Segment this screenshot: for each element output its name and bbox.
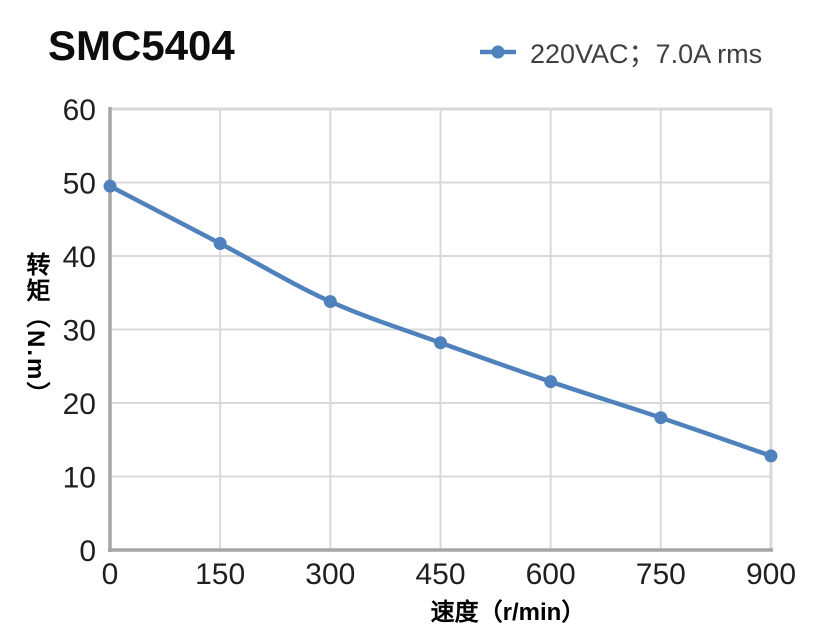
legend-label: 220VAC；7.0A rms — [530, 39, 763, 69]
x-axis-title: 速度（r/min） — [430, 599, 586, 626]
y-tick-label: 60 — [63, 94, 96, 127]
legend: 220VAC；7.0A rms — [478, 32, 762, 71]
data-point — [213, 237, 227, 251]
data-point — [764, 449, 778, 463]
data-point — [323, 295, 337, 309]
data-point — [654, 411, 668, 425]
x-tick-label: 300 — [305, 558, 355, 591]
data-point — [434, 336, 447, 350]
x-tick-label: 900 — [746, 558, 796, 591]
y-tick-label: 20 — [63, 388, 96, 421]
data-point — [544, 375, 558, 389]
x-tick-label: 750 — [636, 558, 686, 591]
y-tick-label: 50 — [63, 167, 96, 200]
x-tick-label: 600 — [526, 558, 576, 591]
data-point — [103, 179, 117, 193]
y-axis-title: 转矩（N.m） — [22, 251, 49, 408]
legend-line-marker-icon — [480, 45, 516, 58]
x-tick-label: 450 — [415, 558, 465, 591]
y-tick-label: 30 — [63, 314, 96, 347]
y-tick-label: 0 — [79, 535, 96, 568]
y-tick-label: 40 — [63, 241, 96, 274]
chart-title: SMC5404 — [48, 22, 235, 69]
x-tick-label: 150 — [195, 558, 245, 591]
x-tick-label: 0 — [102, 558, 119, 591]
y-tick-label: 10 — [63, 461, 96, 494]
